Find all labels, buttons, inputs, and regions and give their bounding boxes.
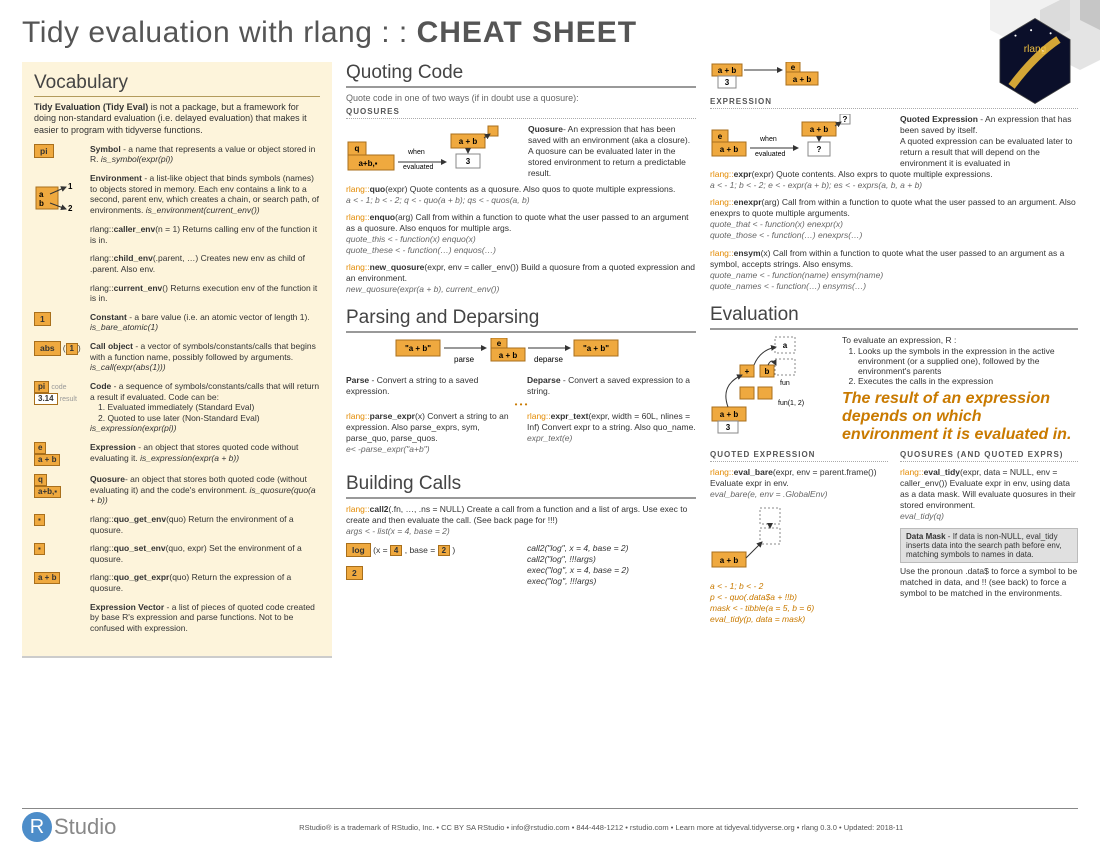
- vocab-quosure: qa+b,▪ Quosure- an object that stores bo…: [34, 474, 320, 506]
- svg-text:a+b,▪: a+b,▪: [358, 159, 377, 168]
- quoting-lead: Quote code in one of two ways (if in dou…: [346, 93, 696, 103]
- quoting-heading: Quoting Code: [346, 62, 696, 88]
- footer-text: RStudio® is a trademark of RStudio, Inc.…: [124, 823, 1078, 832]
- vocab-expr-vector: Expression Vector - a list of pieces of …: [34, 602, 320, 634]
- svg-text:3: 3: [466, 157, 471, 166]
- rlang-hex-logo: rlang: [996, 16, 1074, 106]
- parsing-heading: Parsing and Deparsing: [346, 307, 696, 333]
- svg-text:parse: parse: [454, 355, 475, 364]
- svg-text:a + b: a + b: [720, 556, 739, 565]
- svg-text:"a + b": "a + b": [583, 344, 609, 353]
- svg-text:a + b: a + b: [459, 137, 478, 146]
- eval-bare-entry: rlang::eval_bare(expr, env = parent.fram…: [710, 467, 888, 500]
- quo-entry: rlang::quo(expr) Quote contents as a quo…: [346, 184, 696, 206]
- eval-result: The result of an expression depends on w…: [842, 390, 1078, 444]
- svg-text:e: e: [497, 339, 502, 348]
- vocab-intro: Tidy Evaluation (Tidy Eval)Tidy Evaluati…: [34, 102, 320, 136]
- enexpr-entry: rlang::enexpr(arg) Call from within a fu…: [710, 197, 1078, 241]
- building-section: Building Calls rlang::call2(.fn, …, .ns …: [346, 473, 696, 587]
- svg-text:a + b: a + b: [720, 410, 739, 419]
- enquo-entry: rlang::enquo(arg) Call from within a fun…: [346, 212, 696, 256]
- vocab-quo-get-expr: a + brlang::quo_get_expr(quo) Return the…: [34, 572, 320, 593]
- building-heading: Building Calls: [346, 473, 696, 499]
- svg-text:rlang: rlang: [1024, 44, 1047, 55]
- svg-text:a + b: a + b: [793, 75, 812, 84]
- parsing-section: Parsing and Deparsing "a + b" parse e a …: [346, 307, 696, 460]
- vocab-quo-get-env: ▪rlang::quo_get_env(quo) Return the envi…: [34, 514, 320, 535]
- svg-text:a: a: [39, 190, 44, 199]
- svg-text:fun(1, 2): fun(1, 2): [778, 400, 804, 407]
- svg-text:when: when: [759, 136, 777, 143]
- quoting-section: Quoting Code Quote code in one of two wa…: [346, 62, 696, 295]
- vocab-child-env: rlang::child_env(.parent, …) Creates new…: [34, 253, 320, 274]
- footer: RStudio RStudio® is a trademark of RStud…: [22, 808, 1078, 842]
- quosures-subhead: QUOSURES: [346, 107, 696, 119]
- svg-text:?: ?: [843, 115, 848, 124]
- eval-tidy-entry: rlang::eval_tidy(expr, data = NULL, env …: [900, 467, 1078, 522]
- svg-text:2: 2: [68, 204, 73, 213]
- svg-text:e: e: [791, 63, 796, 72]
- svg-text:fun: fun: [780, 380, 790, 387]
- svg-text:deparse: deparse: [534, 355, 563, 364]
- vocab-current-env: rlang::current_env() Returns execution e…: [34, 283, 320, 304]
- parse-diagram: "a + b" parse e a + b deparse "a + b": [346, 338, 666, 370]
- rstudio-logo: RStudio: [22, 812, 116, 842]
- vocabulary-heading: Vocabulary: [34, 72, 320, 97]
- quosure-diagram: q a+b,▪ when evaluated a + b 3: [346, 124, 516, 179]
- vocab-code: pi code3.14 result Code - a sequence of …: [34, 381, 320, 434]
- expr-entry: rlang::expr(expr) Quote contents. Also e…: [710, 169, 1078, 191]
- expr-top-diagram: a + b 3 e a + b: [710, 62, 860, 92]
- svg-text:b: b: [39, 199, 44, 208]
- svg-text:e: e: [718, 132, 723, 141]
- vocab-quo-set-env: ▪rlang::quo_set_env(quo, expr) Set the e…: [34, 543, 320, 564]
- expr-text-entry: rlang::expr_text(expr, width = 60L, nlin…: [527, 411, 696, 455]
- call2-entry: rlang::call2(.fn, …, .ns = NULL) Create …: [346, 504, 696, 537]
- svg-text:q: q: [355, 144, 360, 153]
- vocab-constant: 1Constant - a bare value (i.e. an atomic…: [34, 312, 320, 333]
- vocab-expression: ea + b Expression - an object that store…: [34, 442, 320, 466]
- eval-bare-diagram: a + b: [710, 506, 830, 576]
- svg-text:b: b: [765, 367, 770, 376]
- vocab-symbol: pi Symbol - a name that represents a val…: [34, 144, 320, 165]
- parse-expr-entry: rlang::parse_expr(x) Convert a string to…: [346, 411, 515, 455]
- vocab-caller-env: rlang::caller_env(n = 1) Returns calling…: [34, 224, 320, 245]
- svg-text:a + b: a + b: [718, 66, 737, 75]
- svg-text:evaluated: evaluated: [403, 164, 433, 171]
- svg-text:"a + b": "a + b": [405, 344, 431, 353]
- new-quosure-entry: rlang::new_quosure(expr, env = caller_en…: [346, 262, 696, 295]
- svg-text:+: +: [745, 367, 750, 376]
- evaluation-diagram: a + b fun fun(1, 2) a + b 3: [710, 335, 830, 435]
- svg-text:a + b: a + b: [499, 351, 518, 360]
- svg-text:3: 3: [726, 423, 731, 432]
- svg-text:3: 3: [725, 78, 730, 87]
- evaluation-section: Evaluation a + b fun fun(1, 2) a + b 3: [710, 304, 1078, 625]
- data-mask-box: Data Mask - If data is non-NULL, eval_ti…: [900, 528, 1078, 563]
- svg-text:a + b: a + b: [720, 145, 739, 154]
- eval-lead: To evaluate an expression, R :: [842, 335, 1078, 346]
- svg-text:when: when: [407, 149, 425, 156]
- expression-diagram: e a + b when evaluated a + b ? ?: [710, 114, 880, 164]
- evaluation-heading: Evaluation: [710, 304, 1078, 330]
- svg-text:?: ?: [817, 145, 822, 154]
- vocab-environment: ab12 Environment - a list-like object th…: [34, 173, 320, 216]
- svg-text:a: a: [783, 341, 788, 350]
- vocab-call: abs (1)Call object - a vector of symbols…: [34, 341, 320, 373]
- vocabulary-section: Vocabulary Tidy Evaluation (Tidy Eval)Ti…: [22, 62, 332, 658]
- svg-text:evaluated: evaluated: [755, 151, 785, 158]
- ensym-entry: rlang::ensym(x) Call from within a funct…: [710, 248, 1078, 292]
- page-title: Tidy evaluation with rlang : : CHEAT SHE…: [22, 16, 1078, 50]
- svg-text:1: 1: [68, 182, 73, 191]
- svg-text:a + b: a + b: [810, 125, 829, 134]
